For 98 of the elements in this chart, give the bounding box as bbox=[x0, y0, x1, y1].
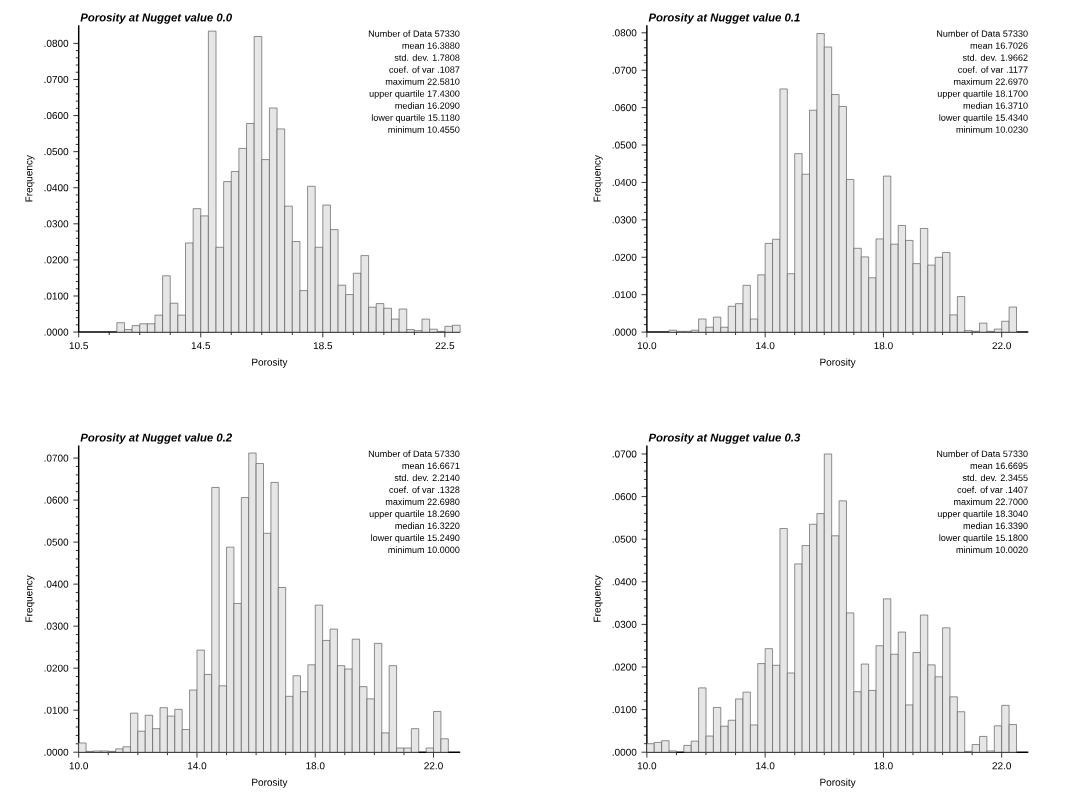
y-tick-label: .0700 bbox=[612, 66, 637, 74]
annotation: mean 16.6695 bbox=[970, 462, 1028, 470]
annotation: std. dev. 2.3455 bbox=[962, 474, 1028, 482]
x-tick-label: 22.5 bbox=[435, 342, 455, 350]
y-tick-label: .0100 bbox=[44, 706, 69, 714]
annotation: std. dev. 2.2140 bbox=[394, 474, 460, 482]
x-tick-label: 10.0 bbox=[637, 762, 657, 770]
chart-title: Porosity at Nugget value 0.0 bbox=[80, 13, 232, 24]
annotation: coef. of var .1328 bbox=[389, 486, 460, 494]
y-tick-label: .0400 bbox=[612, 578, 637, 586]
x-tick-label: 18.5 bbox=[313, 342, 333, 350]
annotation: upper quartile 18.3040 bbox=[937, 510, 1028, 520]
y-axis-title: Frequency bbox=[25, 155, 35, 202]
annotation: minimum 10.4550 bbox=[388, 126, 460, 134]
x-tick-label: 18.0 bbox=[306, 762, 325, 770]
annotation: lower quartile 15.1180 bbox=[371, 114, 460, 123]
y-tick-label: .0100 bbox=[612, 706, 637, 714]
y-tick-label: .0600 bbox=[612, 104, 637, 112]
x-tick-label: 18.0 bbox=[874, 342, 893, 350]
annotation: lower quartile 15.1800 bbox=[939, 534, 1028, 544]
y-tick-label: .0300 bbox=[612, 216, 637, 224]
annotation: coef. of var .1177 bbox=[958, 66, 1028, 74]
y-tick-label: .0300 bbox=[44, 220, 69, 228]
annotation: median 16.3710 bbox=[963, 102, 1028, 110]
y-tick-label: .0000 bbox=[612, 748, 637, 756]
annotation: coef. of var .1087 bbox=[389, 66, 460, 74]
y-tick-label: .0300 bbox=[44, 622, 69, 630]
annotation: median 16.3390 bbox=[963, 522, 1028, 530]
y-tick-label: .0500 bbox=[44, 538, 69, 546]
annotation: Number of Data 57330 bbox=[937, 450, 1028, 458]
x-tick-label: 10.0 bbox=[637, 342, 657, 350]
annotation: maximum 22.6970 bbox=[954, 78, 1028, 86]
y-tick-label: .0700 bbox=[44, 76, 69, 84]
y-tick-label: .0400 bbox=[44, 184, 69, 192]
y-tick-label: .0200 bbox=[612, 663, 637, 671]
annotation: mean 16.3880 bbox=[402, 42, 460, 50]
y-tick-label: .0400 bbox=[612, 179, 637, 187]
y-tick-label: .0700 bbox=[44, 454, 69, 462]
y-axis-title: Frequency bbox=[593, 575, 603, 622]
y-tick-label: .0000 bbox=[44, 748, 69, 756]
chart-title: Porosity at Nugget value 0.1 bbox=[648, 13, 800, 24]
annotation: std. dev. 1.7808 bbox=[394, 54, 460, 62]
annotation: minimum 10.0000 bbox=[388, 546, 460, 554]
y-axis-title: Frequency bbox=[593, 155, 603, 202]
y-tick-label: .0700 bbox=[612, 450, 637, 458]
y-tick-label: .0800 bbox=[612, 29, 637, 37]
y-tick-label: .0300 bbox=[612, 621, 637, 629]
annotation: Number of Data 57330 bbox=[368, 30, 460, 38]
x-tick-label: 10.0 bbox=[69, 762, 89, 770]
annotation: median 16.3220 bbox=[395, 522, 460, 530]
y-tick-label: .0000 bbox=[612, 328, 637, 336]
annotation: median 16.2090 bbox=[395, 102, 460, 110]
y-tick-label: .0100 bbox=[44, 292, 69, 300]
x-tick-label: 22.0 bbox=[992, 342, 1012, 350]
annotation: Number of Data 57330 bbox=[937, 30, 1028, 38]
annotation: maximum 22.5810 bbox=[385, 78, 460, 86]
annotation: minimum 10.0230 bbox=[956, 126, 1028, 134]
y-tick-label: .0800 bbox=[44, 40, 69, 48]
y-tick-label: .0100 bbox=[612, 291, 637, 299]
chart-title: Porosity at Nugget value 0.3 bbox=[648, 433, 801, 445]
y-tick-label: .0500 bbox=[612, 141, 637, 149]
annotation: maximum 22.6980 bbox=[385, 498, 460, 506]
x-tick-label: 22.0 bbox=[992, 762, 1012, 770]
annotation: maximum 22.7000 bbox=[954, 498, 1028, 506]
x-tick-label: 14.0 bbox=[756, 342, 775, 350]
x-tick-label: 22.0 bbox=[424, 762, 443, 770]
chart-title: Porosity at Nugget value 0.2 bbox=[80, 433, 232, 445]
y-tick-label: .0200 bbox=[612, 253, 637, 262]
y-tick-label: .0500 bbox=[612, 535, 637, 543]
annotation: lower quartile 15.4340 bbox=[939, 114, 1028, 123]
y-tick-label: .0400 bbox=[44, 580, 69, 588]
x-axis-title: Porosity bbox=[820, 778, 856, 789]
x-axis-title: Porosity bbox=[252, 778, 288, 789]
x-axis-title: Porosity bbox=[252, 358, 288, 368]
y-tick-label: .0600 bbox=[44, 496, 69, 504]
x-tick-label: 14.5 bbox=[191, 342, 211, 350]
x-tick-label: 14.0 bbox=[756, 762, 775, 770]
y-tick-label: .0200 bbox=[44, 664, 69, 672]
annotation: upper quartile 18.2690 bbox=[369, 510, 460, 520]
annotation: lower quartile 15.2490 bbox=[371, 534, 460, 544]
x-axis-title: Porosity bbox=[820, 358, 856, 368]
y-tick-label: .0500 bbox=[44, 148, 69, 156]
y-tick-label: .0600 bbox=[44, 112, 69, 120]
annotation: upper quartile 18.1700 bbox=[937, 90, 1028, 99]
y-tick-label: .0200 bbox=[44, 256, 69, 264]
annotation: Number of Data 57330 bbox=[368, 450, 460, 458]
x-tick-label: 18.0 bbox=[874, 762, 893, 770]
annotation: upper quartile 17.4300 bbox=[369, 90, 460, 99]
annotation: mean 16.6671 bbox=[402, 462, 460, 470]
x-tick-label: 10.5 bbox=[69, 342, 89, 350]
annotation: mean 16.7026 bbox=[970, 42, 1028, 50]
x-tick-label: 14.0 bbox=[187, 762, 207, 770]
y-tick-label: .0000 bbox=[44, 328, 69, 336]
annotation: std. dev. 1.9662 bbox=[962, 54, 1028, 62]
y-tick-label: .0600 bbox=[612, 493, 637, 501]
annotation: minimum 10.0020 bbox=[956, 546, 1028, 554]
annotation: coef. of var .1407 bbox=[957, 486, 1028, 494]
y-axis-title: Frequency bbox=[25, 575, 35, 622]
